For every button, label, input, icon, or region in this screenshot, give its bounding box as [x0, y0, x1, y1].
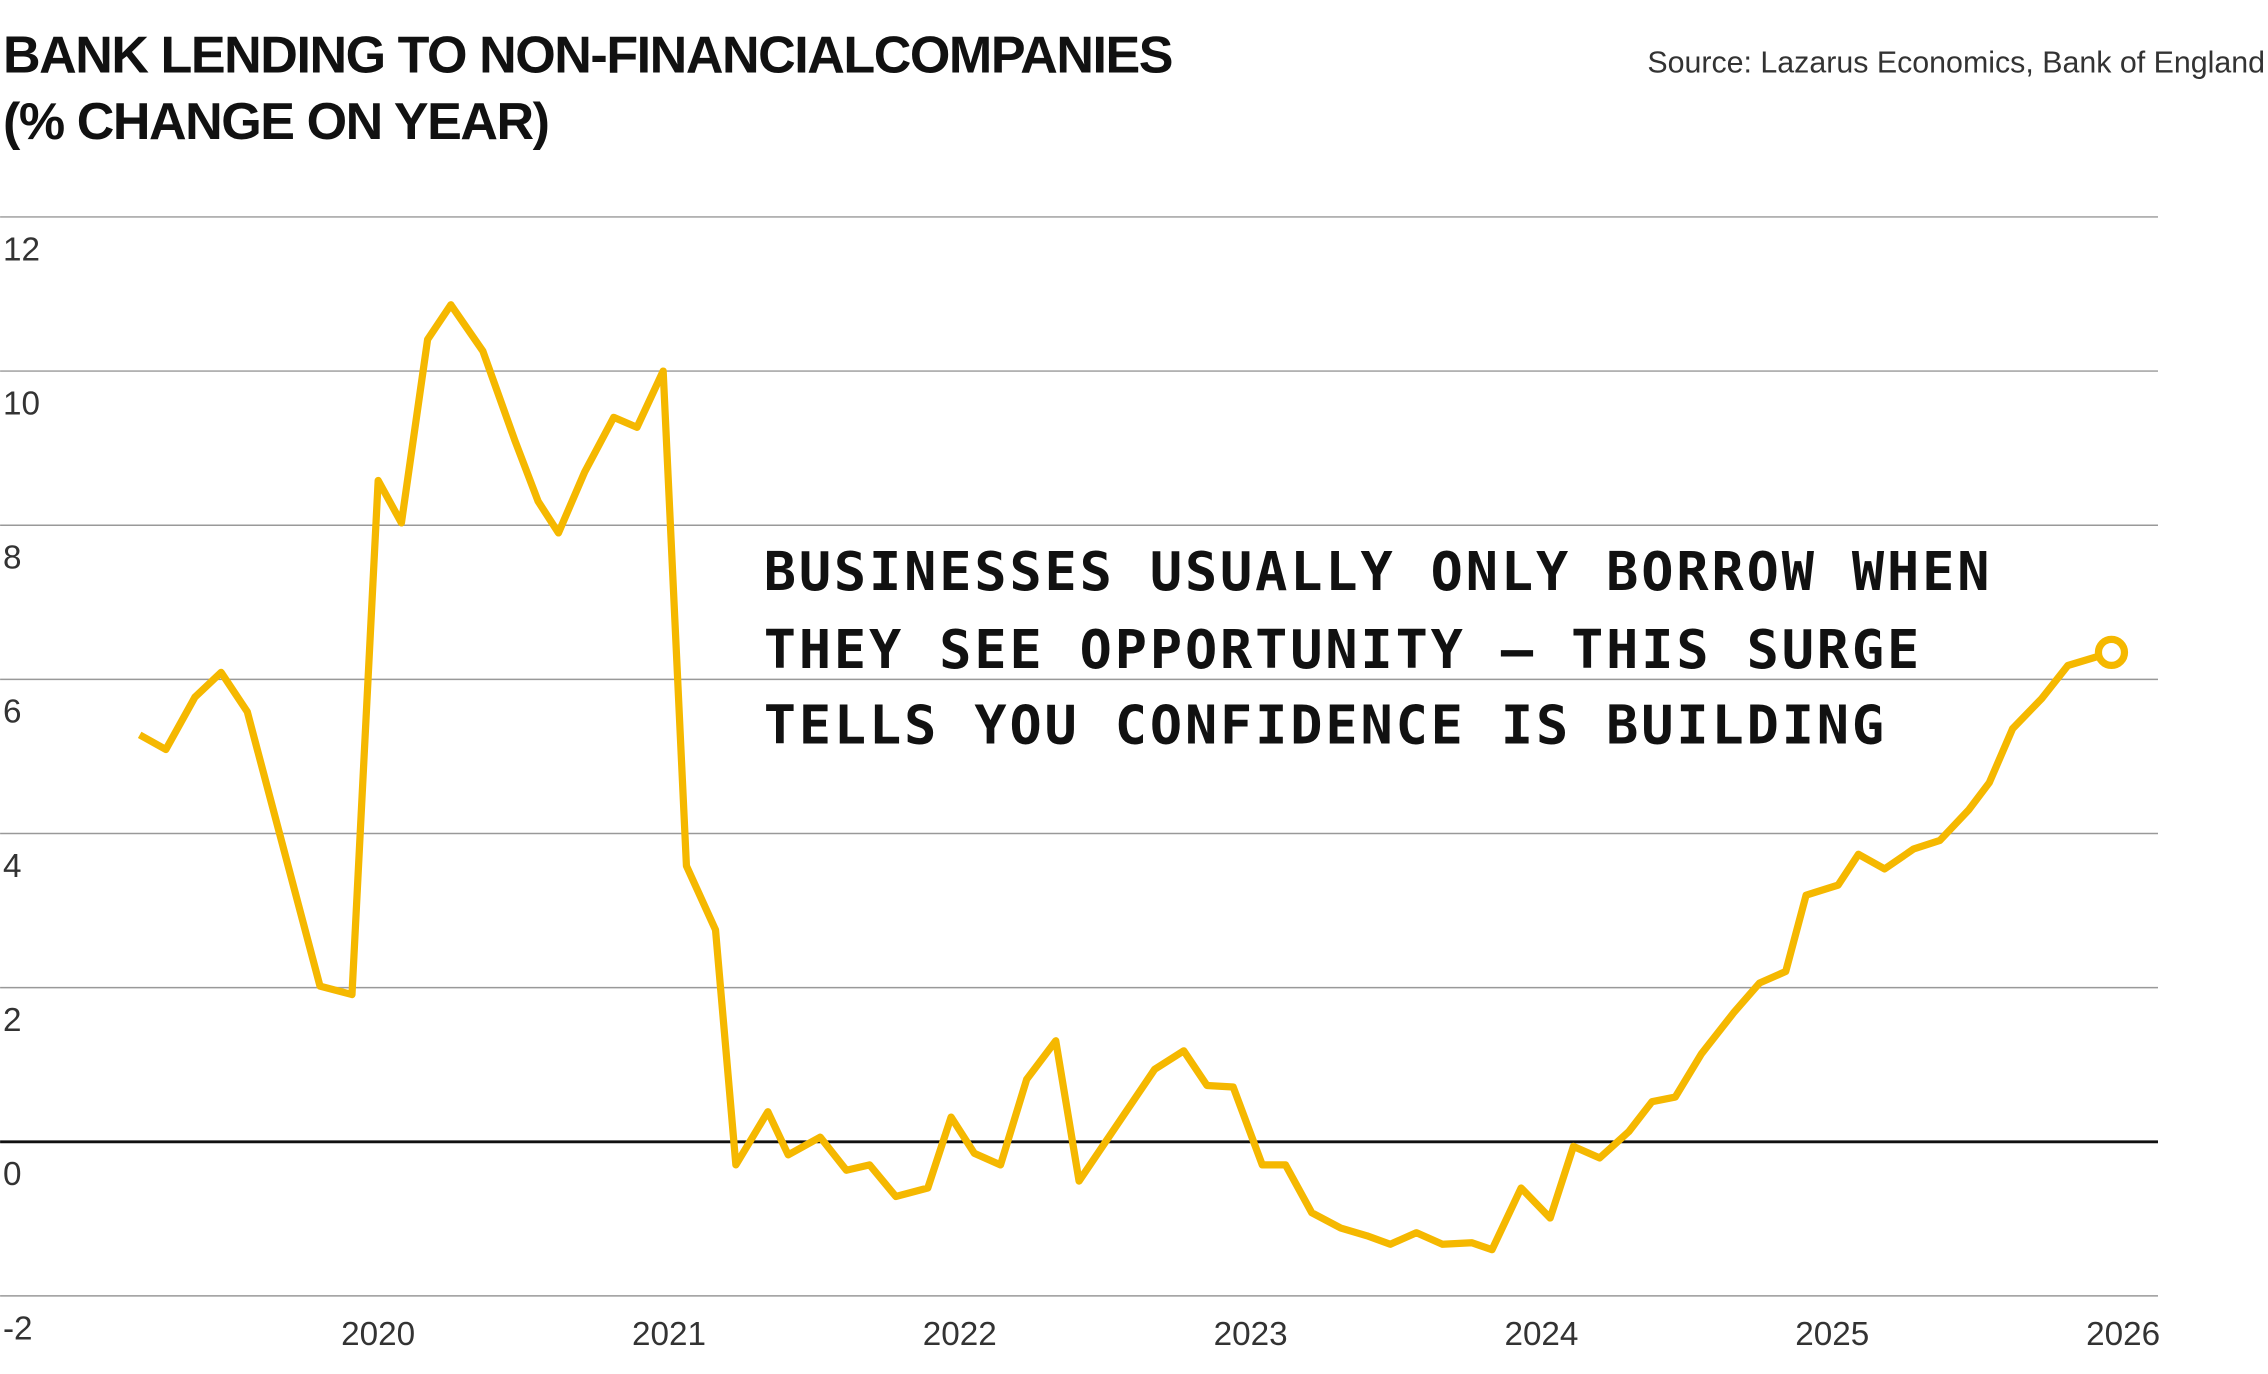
x-tick-label: 2025 [1795, 1316, 1869, 1353]
y-tick-label: 0 [3, 1156, 22, 1193]
y-tick-label: 12 [3, 231, 40, 268]
x-tick-label: 2024 [1504, 1316, 1578, 1353]
end-marker [2094, 635, 2129, 670]
annotation: TELLS YOU CONFIDENCE IS BUILDING [764, 693, 1887, 756]
y-tick-label: 4 [3, 848, 22, 885]
annotation: BUSINESSES USUALLY ONLY BORROW WHEN [764, 540, 1993, 603]
y-tick-label: 2 [3, 1002, 22, 1039]
y-tick-label: 8 [3, 540, 22, 577]
line [137, 301, 2113, 1254]
y-tick-label: 6 [3, 694, 22, 731]
chart-title: BANK LENDING TO NON-FINANCIALCOMPANIES [3, 26, 1172, 84]
chart-title: (% CHANGE ON YEAR) [3, 93, 549, 151]
y-tick-label: -2 [3, 1310, 33, 1347]
annotation: THEY SEE OPPORTUNITY — THIS SURGE [764, 618, 1922, 681]
source: Source: Lazarus Economics, Bank of Engla… [1647, 46, 2265, 79]
x-tick-label: 2026 [2086, 1316, 2160, 1353]
x-tick-label: 2023 [1214, 1316, 1288, 1353]
x-tick-label: 2021 [632, 1316, 706, 1353]
x-tick-label: 2020 [341, 1316, 415, 1353]
y-tick-label: 10 [3, 385, 40, 422]
x-tick-label: 2022 [923, 1316, 997, 1353]
